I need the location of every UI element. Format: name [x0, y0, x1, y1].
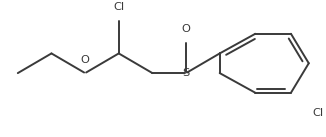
Text: Cl: Cl — [313, 109, 324, 119]
Text: S: S — [183, 68, 190, 78]
Text: O: O — [81, 55, 90, 65]
Text: O: O — [182, 24, 190, 34]
Text: Cl: Cl — [113, 2, 124, 12]
